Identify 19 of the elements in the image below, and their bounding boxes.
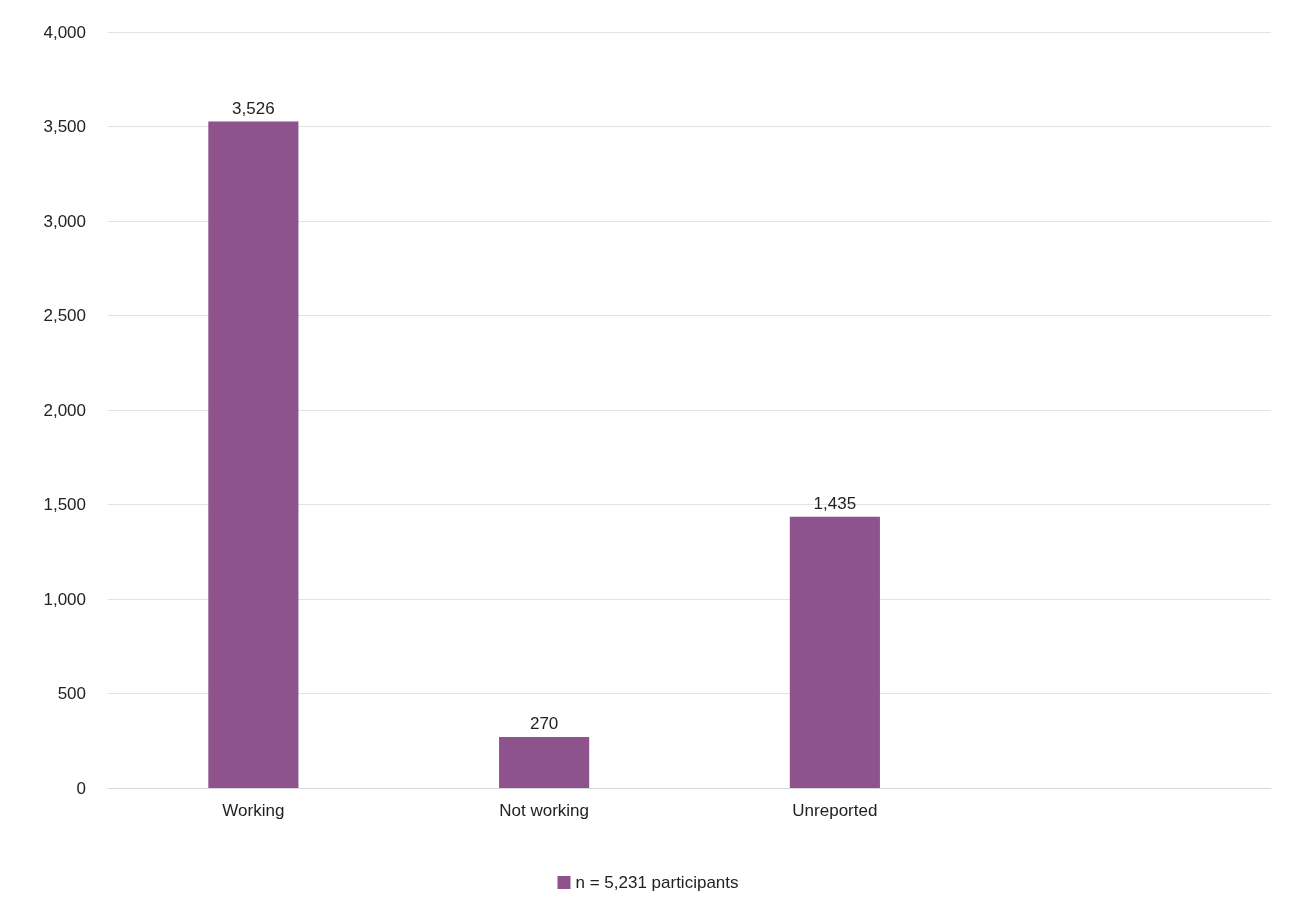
bar [789,516,880,788]
legend-label: n = 5,231 participants [575,873,739,892]
x-tick-label: Unreported [792,801,878,820]
y-tick-label: 3,000 [43,211,86,231]
y-tick-label: 500 [57,684,86,703]
data-label: 1,435 [813,493,857,513]
y-tick-label: 4,000 [43,22,86,42]
data-label: 3,526 [232,98,275,118]
x-tick-label: Working [222,801,285,820]
bar [499,736,590,788]
y-tick-label: 1,500 [43,495,86,514]
bar [208,121,299,788]
y-tick-label: 0 [76,778,86,798]
y-tick-label: 3,500 [43,117,86,136]
x-tick-label: Not working [499,801,590,820]
data-label: 270 [529,713,559,733]
y-tick-label: 2,500 [43,306,86,325]
y-tick-label: 2,000 [43,400,86,420]
y-tick-label: 1,000 [43,589,86,609]
